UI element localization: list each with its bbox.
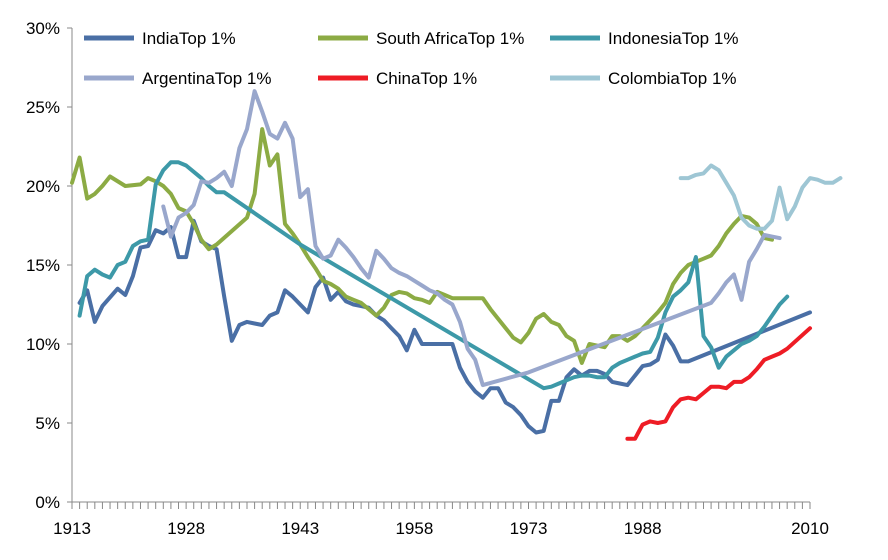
legend-label: ColombiaTop 1% bbox=[608, 69, 737, 88]
legend-label: South AfricaTop 1% bbox=[376, 29, 524, 48]
y-tick-label: 20% bbox=[26, 177, 60, 196]
series-line-south-africatop-1- bbox=[70, 127, 774, 365]
series-line-chinatop-1- bbox=[625, 326, 812, 441]
y-tick-label: 5% bbox=[35, 414, 60, 433]
x-tick-label: 1958 bbox=[395, 519, 433, 538]
chart-legend: IndiaTop 1% South AfricaTop 1% IndonesiaTo… bbox=[84, 29, 738, 88]
x-tick-label: 2010 bbox=[791, 519, 829, 538]
y-tick-label: 15% bbox=[26, 256, 60, 275]
x-tick-label: 1973 bbox=[510, 519, 548, 538]
series-line-indonesiatop-1- bbox=[77, 160, 790, 391]
x-tick-label: 1943 bbox=[281, 519, 319, 538]
legend-label: ChinaTop 1% bbox=[376, 69, 477, 88]
y-tick-label: 25% bbox=[26, 98, 60, 117]
series-line-argentinatop-1- bbox=[161, 89, 782, 388]
y-tick-label: 30% bbox=[26, 19, 60, 38]
x-tick-label: 1928 bbox=[167, 519, 205, 538]
legend-label: IndonesiaTop 1% bbox=[608, 29, 738, 48]
series-layer bbox=[70, 89, 843, 441]
legend-label: ArgentinaTop 1% bbox=[142, 69, 271, 88]
x-tick-label: 1913 bbox=[53, 519, 91, 538]
series-line-colombiatop-1- bbox=[678, 163, 843, 231]
y-tick-label: 10% bbox=[26, 335, 60, 354]
legend-label: IndiaTop 1% bbox=[142, 29, 236, 48]
series-line-indiatop-1- bbox=[77, 218, 812, 435]
x-tick-label: 1988 bbox=[624, 519, 662, 538]
y-tick-label: 0% bbox=[35, 493, 60, 512]
chart-axes: 0% 5% 10% 15% 20% 25% 30% 1913 1928 1943 1958 1973 1… bbox=[26, 19, 829, 538]
